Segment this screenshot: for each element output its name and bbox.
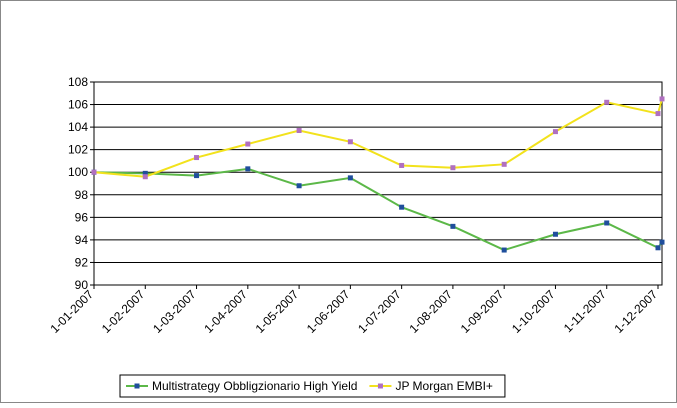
- data-point: [194, 155, 200, 161]
- data-point: [659, 239, 665, 245]
- legend: Multistrategy Obbligzionario High Yield J…: [119, 374, 506, 398]
- data-point: [501, 247, 507, 253]
- data-point: [296, 183, 302, 189]
- data-point: [604, 99, 610, 105]
- y-tick-label: 102: [68, 143, 88, 157]
- data-point: [347, 139, 353, 145]
- data-point: [552, 231, 558, 237]
- data-point: [142, 174, 148, 180]
- data-point: [501, 161, 507, 167]
- legend-marker: [377, 383, 383, 389]
- data-point: [245, 166, 251, 172]
- data-point: [552, 129, 558, 135]
- data-point: [655, 111, 661, 117]
- legend-label: Multistrategy Obbligzionario High Yield: [152, 379, 357, 393]
- y-tick-label: 106: [68, 98, 88, 112]
- y-tick-label: 104: [68, 120, 88, 134]
- y-tick-label: 94: [75, 233, 89, 247]
- legend-label: JP Morgan EMBI+: [395, 379, 493, 393]
- data-point: [194, 173, 200, 179]
- y-tick-label: 100: [68, 165, 88, 179]
- y-tick-label: 90: [75, 278, 89, 292]
- data-point: [347, 175, 353, 181]
- data-point: [296, 127, 302, 133]
- data-point: [91, 169, 97, 175]
- y-tick-label: 98: [75, 188, 89, 202]
- data-point: [659, 96, 665, 102]
- data-point: [245, 141, 251, 147]
- data-point: [655, 245, 661, 251]
- y-tick-label: 92: [75, 255, 89, 269]
- data-point: [450, 165, 456, 171]
- y-tick-label: 96: [75, 210, 89, 224]
- legend-box: [119, 374, 506, 398]
- data-point: [450, 223, 456, 229]
- data-point: [399, 162, 405, 168]
- legend-marker: [134, 383, 140, 389]
- y-tick-label: 108: [68, 75, 88, 89]
- plot-area: [93, 81, 663, 286]
- data-point: [399, 204, 405, 210]
- data-point: [604, 220, 610, 226]
- data-point: [142, 170, 148, 176]
